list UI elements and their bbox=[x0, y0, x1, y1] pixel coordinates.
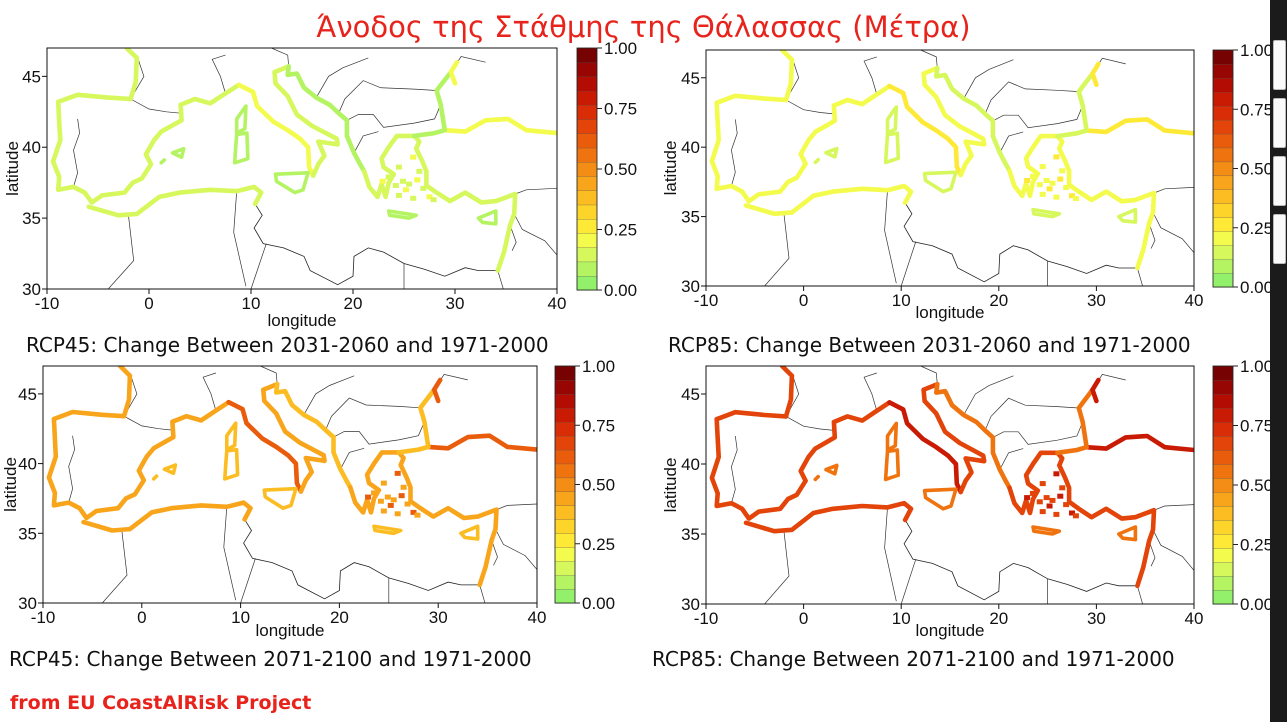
x-tick-label: 20 bbox=[989, 609, 1008, 628]
x-tick-label: 30 bbox=[429, 608, 448, 627]
colorbar-tick-label: 0.00 bbox=[1240, 278, 1273, 297]
map-panel-rcp85-2071-2100: -10 0 10 20 30 40 30 35 40 45 longitude latitude 0.0… bbox=[661, 357, 1273, 640]
x-tick-label: 10 bbox=[892, 609, 911, 628]
colorbar: 0.00 0.25 0.50 0.75 1.00 bbox=[554, 357, 615, 613]
colorbar-tick-label: 0.75 bbox=[1240, 417, 1273, 436]
colorbar-tick-label: 0.25 bbox=[1240, 536, 1273, 555]
x-tick-label: -10 bbox=[694, 609, 719, 628]
caption-rcp85-2031-2060: RCP85: Change Between 2031-2060 and 1971… bbox=[668, 333, 1191, 357]
map-panel-rcp85-2031-2060: -10 0 10 20 30 40 30 35 40 45 longitude latitude 0.0… bbox=[661, 41, 1273, 322]
colorbar-tick-label: 0.25 bbox=[582, 535, 615, 554]
source-note: from EU CoastAlRisk Project bbox=[10, 692, 312, 714]
colorbar-tick-label: 0.00 bbox=[582, 594, 615, 613]
y-axis-label: latitude bbox=[1, 457, 20, 512]
x-tick-label: -10 bbox=[35, 294, 60, 313]
colorbar-tick-label: 1.00 bbox=[1240, 357, 1273, 376]
x-tick-label: 0 bbox=[799, 609, 808, 628]
x-tick-label: 40 bbox=[1185, 609, 1204, 628]
edge-tab-2[interactable] bbox=[1273, 98, 1286, 148]
y-tick-label: 35 bbox=[22, 209, 41, 228]
y-tick-label: 35 bbox=[18, 524, 37, 543]
x-tick-label: 30 bbox=[1087, 291, 1106, 310]
caption-rcp85-2071-2100: RCP85: Change Between 2071-2100 and 1971… bbox=[652, 647, 1175, 671]
x-tick-label: 0 bbox=[137, 608, 146, 627]
page-title: Άνοδος της Στάθμης της Θάλασσας (Μέτρα) bbox=[316, 10, 971, 44]
y-tick-label: 45 bbox=[681, 69, 700, 88]
x-tick-label: -10 bbox=[31, 608, 56, 627]
x-tick-label: 20 bbox=[344, 294, 363, 313]
x-tick-label: 0 bbox=[144, 294, 153, 313]
colorbar-tick-label: 0.75 bbox=[604, 100, 637, 119]
x-tick-label: 30 bbox=[1087, 609, 1106, 628]
x-tick-label: 10 bbox=[892, 291, 911, 310]
colorbar-tick-label: 0.50 bbox=[1240, 476, 1273, 495]
colorbar: 0.00 0.25 0.50 0.75 1.00 bbox=[1212, 41, 1273, 297]
colorbar: 0.00 0.25 0.50 0.75 1.00 bbox=[1212, 357, 1273, 614]
y-tick-label: 45 bbox=[18, 385, 37, 404]
x-axis-label: longitude bbox=[267, 311, 336, 330]
x-tick-label: 30 bbox=[446, 294, 465, 313]
colorbar-tick-label: 0.50 bbox=[604, 160, 637, 179]
x-tick-label: 0 bbox=[799, 291, 808, 310]
x-axis-label: longitude bbox=[255, 621, 324, 640]
y-tick-label: 40 bbox=[681, 455, 700, 474]
colorbar-tick-label: 1.00 bbox=[604, 39, 637, 58]
y-tick-label: 35 bbox=[681, 525, 700, 544]
colorbar-tick-label: 0.50 bbox=[582, 476, 615, 495]
y-tick-label: 45 bbox=[22, 67, 41, 86]
caption-rcp45-2031-2060: RCP45: Change Between 2031-2060 and 1971… bbox=[26, 333, 549, 357]
y-tick-label: 30 bbox=[22, 280, 41, 299]
x-tick-label: 40 bbox=[548, 294, 567, 313]
edge-tab-3[interactable] bbox=[1273, 156, 1286, 206]
y-tick-label: 45 bbox=[681, 385, 700, 404]
x-tick-label: 40 bbox=[1185, 291, 1204, 310]
edge-tab-1[interactable] bbox=[1273, 40, 1286, 90]
y-tick-label: 40 bbox=[18, 455, 37, 474]
y-tick-label: 40 bbox=[22, 138, 41, 157]
y-tick-label: 30 bbox=[681, 277, 700, 296]
x-tick-label: 20 bbox=[989, 291, 1008, 310]
colorbar-tick-label: 0.00 bbox=[604, 281, 637, 300]
map-panel-rcp45-2031-2060: -10 0 10 20 30 40 30 35 40 45 longitude latitude 0.0… bbox=[3, 39, 637, 330]
colorbar-tick-label: 0.00 bbox=[1240, 595, 1273, 614]
y-tick-label: 40 bbox=[681, 138, 700, 157]
y-tick-label: 30 bbox=[681, 595, 700, 614]
x-tick-label: 10 bbox=[242, 294, 261, 313]
colorbar-tick-label: 0.50 bbox=[1240, 160, 1273, 179]
y-axis-label: latitude bbox=[3, 141, 22, 196]
x-tick-label: 10 bbox=[231, 608, 250, 627]
x-axis-label: longitude bbox=[915, 621, 984, 640]
x-axis-label: longitude bbox=[915, 303, 984, 322]
edge-tab-4[interactable] bbox=[1273, 214, 1286, 264]
colorbar-tick-label: 0.75 bbox=[582, 416, 615, 435]
colorbar-tick-label: 0.25 bbox=[1240, 219, 1273, 238]
x-tick-label: 40 bbox=[528, 608, 547, 627]
colorbar-tick-label: 0.75 bbox=[1240, 100, 1273, 119]
colorbar: 0.00 0.25 0.50 0.75 1.00 bbox=[576, 39, 637, 300]
colorbar-tick-label: 1.00 bbox=[1240, 41, 1273, 60]
colorbar-tick-label: 0.25 bbox=[604, 221, 637, 240]
y-tick-label: 35 bbox=[681, 208, 700, 227]
caption-rcp45-2071-2100: RCP45: Change Between 2071-2100 and 1971… bbox=[9, 647, 532, 671]
y-tick-label: 30 bbox=[18, 594, 37, 613]
y-axis-label: latitude bbox=[661, 458, 680, 513]
x-tick-label: 20 bbox=[330, 608, 349, 627]
map-panel-rcp45-2071-2100: -10 0 10 20 30 40 30 35 40 45 longitude latitude 0.0… bbox=[1, 357, 615, 640]
x-tick-label: -10 bbox=[694, 291, 719, 310]
y-axis-label: latitude bbox=[661, 141, 680, 196]
colorbar-tick-label: 1.00 bbox=[582, 357, 615, 376]
